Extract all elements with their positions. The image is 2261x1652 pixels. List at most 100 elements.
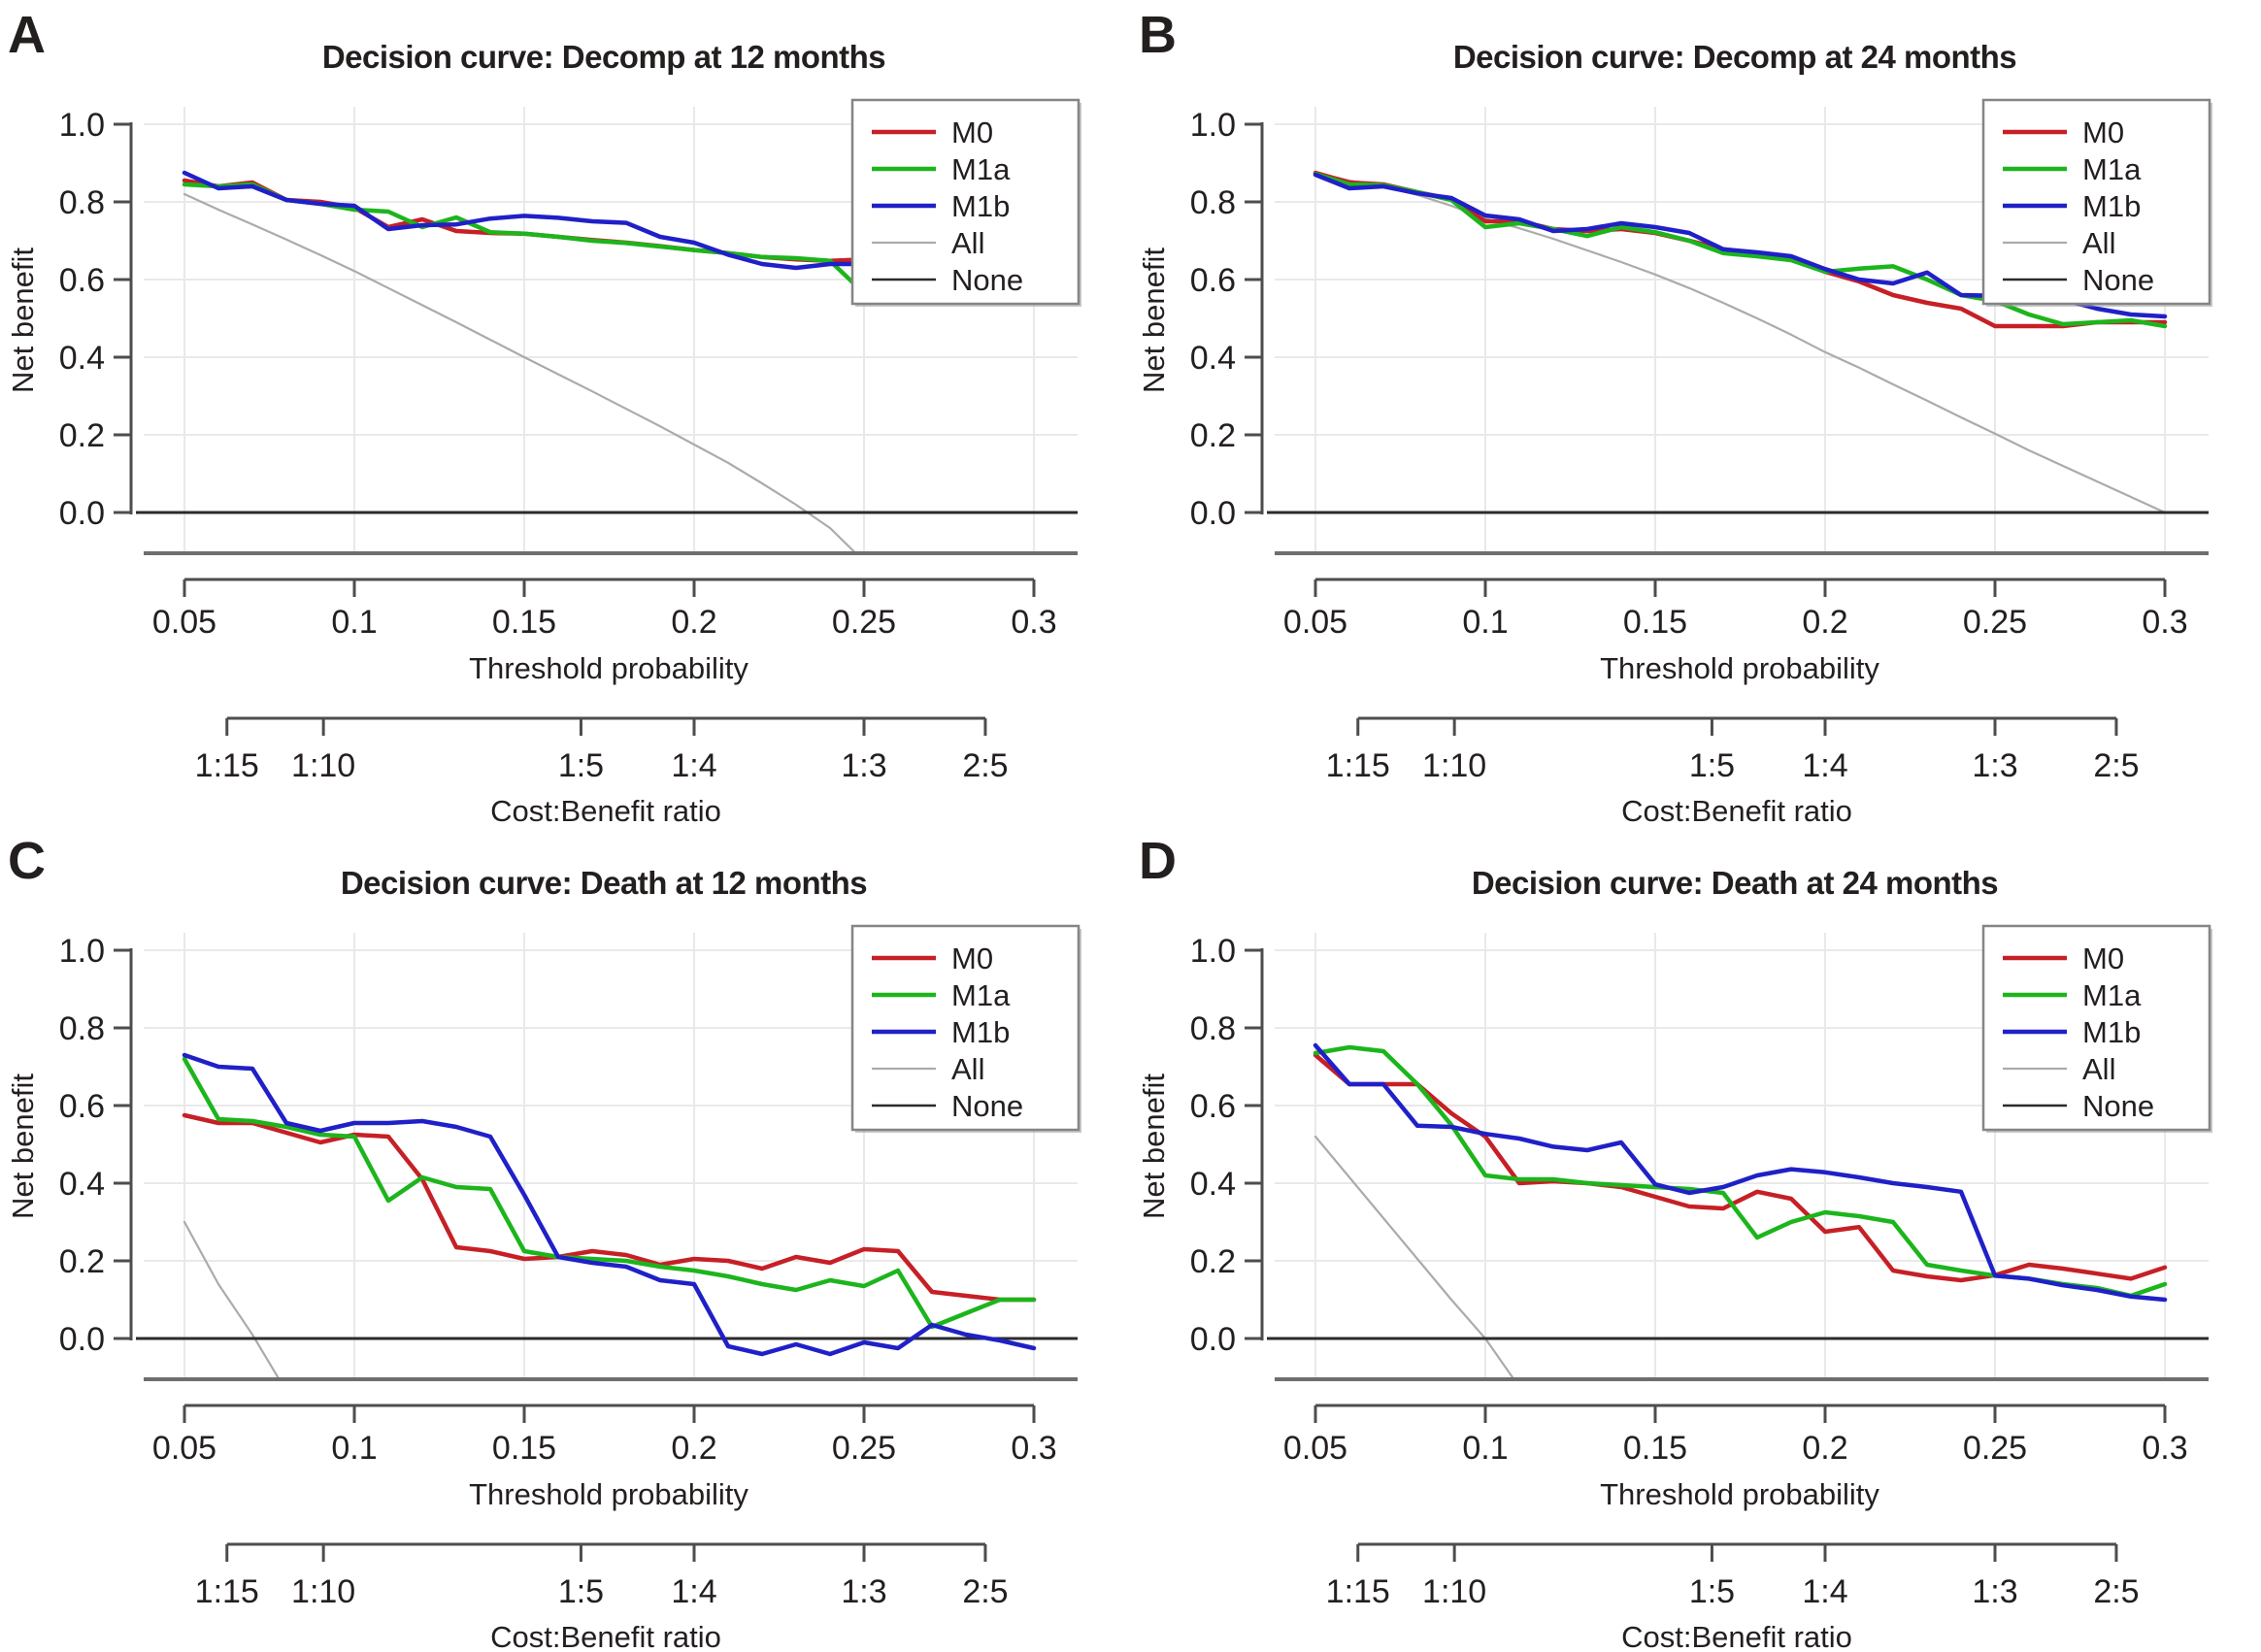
y-tick-label: 1.0: [1190, 933, 1236, 970]
panel-label: C: [8, 832, 46, 890]
x-tick-label: 0.1: [331, 604, 377, 641]
legend-label-m1b: M1b: [2082, 1015, 2141, 1049]
y-tick-label: 0.4: [1190, 340, 1236, 377]
cost-benefit-tick-label: 1:10: [1422, 1573, 1486, 1610]
panel-death-24-months: 1.0 0.8 0.6 0.4 0.2 0.0 Net benefit 0.05 0.1 0.15…: [1137, 832, 2212, 1652]
y-tick-label: 0.6: [1190, 262, 1236, 299]
cost-benefit-tick-label: 1:15: [1326, 747, 1390, 784]
cost-benefit-tick-label: 1:3: [841, 1573, 886, 1610]
x-tick-label: 0.25: [832, 1430, 896, 1467]
legend-label-all: All: [2082, 226, 2115, 260]
panel-title: Decision curve: Decomp at 12 months: [322, 39, 885, 75]
panel-label: B: [1139, 6, 1177, 64]
cost-benefit-tick-label: 1:5: [558, 1573, 604, 1610]
x-axis-title: Threshold probability: [1600, 1477, 1879, 1511]
x-tick-label: 0.05: [152, 1430, 216, 1467]
cost-benefit-axis-title: Cost:Benefit ratio: [1621, 794, 1852, 826]
y-tick-label: 0.8: [1190, 184, 1236, 221]
legend-label-none: None: [951, 1089, 1023, 1123]
y-tick-label: 0.4: [59, 1166, 105, 1203]
y-tick-label: 0.8: [59, 1010, 105, 1047]
curve-m1a: [182, 1056, 1037, 1330]
cost-benefit-tick-label: 1:4: [1802, 747, 1847, 784]
legend-label-m0: M0: [951, 942, 993, 975]
cost-benefit-tick-label: 1:4: [671, 747, 716, 784]
legend-label-all: All: [951, 226, 984, 260]
y-tick-label: 1.0: [1190, 107, 1236, 144]
x-tick-label: 0.2: [671, 1430, 716, 1467]
legend-label-m1a: M1a: [2082, 978, 2142, 1012]
cost-benefit-tick-label: 1:15: [1326, 1573, 1390, 1610]
cost-benefit-tick-label: 1:4: [1802, 1573, 1847, 1610]
y-tick-label: 0.2: [59, 1243, 105, 1280]
cost-benefit-tick-label: 2:5: [962, 1573, 1008, 1610]
y-axis-title: Net benefit: [1137, 248, 1171, 393]
x-tick-label: 0.2: [1802, 604, 1847, 641]
cost-benefit-axis-title: Cost:Benefit ratio: [490, 1620, 721, 1652]
y-tick-label: 0.0: [1190, 495, 1236, 532]
panel-title: Decision curve: Death at 24 months: [1472, 865, 1998, 901]
cost-benefit-tick-label: 2:5: [2093, 1573, 2139, 1610]
x-tick-label: 0.15: [1623, 1430, 1687, 1467]
cost-benefit-tick-label: 1:15: [195, 1573, 259, 1610]
legend-label-all: All: [951, 1052, 984, 1086]
x-tick-label: 0.3: [2142, 604, 2187, 641]
panel-decomp-24-months: 1.0 0.8 0.6 0.4 0.2 0.0 Net benefit 0.05 0.1 0.15…: [1137, 6, 2212, 826]
legend-label-m0: M0: [951, 116, 993, 149]
x-tick-label: 0.3: [1011, 1430, 1056, 1467]
x-axis-title: Threshold probability: [469, 1477, 748, 1511]
y-tick-label: 1.0: [59, 933, 105, 970]
curve-m1a: [1313, 171, 2168, 329]
cost-benefit-tick-label: 1:3: [841, 747, 886, 784]
y-tick-label: 0.2: [59, 417, 105, 454]
y-tick-label: 0.8: [59, 184, 105, 221]
legend-label-none: None: [2082, 1089, 2154, 1123]
x-tick-label: 0.15: [492, 604, 556, 641]
x-tick-label: 0.3: [2142, 1430, 2187, 1467]
x-tick-label: 0.25: [1963, 1430, 2027, 1467]
curve-m0: [182, 1112, 1037, 1303]
legend-label-m1b: M1b: [951, 189, 1010, 223]
cost-benefit-tick-label: 1:10: [1422, 747, 1486, 784]
y-tick-label: 0.4: [1190, 1166, 1236, 1203]
x-axis-title: Threshold probability: [1600, 651, 1879, 685]
x-tick-label: 0.25: [832, 604, 896, 641]
y-tick-label: 0.0: [59, 495, 105, 532]
cost-benefit-tick-label: 1:5: [1689, 747, 1735, 784]
panel-title: Decision curve: Decomp at 24 months: [1453, 39, 2016, 75]
cost-benefit-axis-title: Cost:Benefit ratio: [490, 794, 721, 826]
x-tick-label: 0.2: [1802, 1430, 1847, 1467]
cost-benefit-tick-label: 1:10: [291, 747, 355, 784]
curve-m1b: [182, 1052, 1037, 1357]
y-tick-label: 0.8: [1190, 1010, 1236, 1047]
y-tick-label: 0.4: [59, 340, 105, 377]
cost-benefit-tick-label: 2:5: [2093, 747, 2139, 784]
legend-label-m0: M0: [2082, 116, 2124, 149]
y-axis-title: Net benefit: [6, 1074, 40, 1219]
y-tick-label: 0.6: [59, 262, 105, 299]
legend-label-m1a: M1a: [2082, 152, 2142, 186]
x-tick-label: 0.1: [1462, 604, 1508, 641]
y-tick-label: 0.2: [1190, 1243, 1236, 1280]
y-axis-title: Net benefit: [1137, 1074, 1171, 1219]
cost-benefit-tick-label: 1:3: [1972, 747, 2017, 784]
panel-death-12-months: 1.0 0.8 0.6 0.4 0.2 0.0 Net benefit 0.05 0.1 0.15…: [6, 832, 1081, 1652]
x-tick-label: 0.3: [1011, 604, 1056, 641]
x-tick-label: 0.1: [1462, 1430, 1508, 1467]
all-curve: [183, 192, 855, 553]
x-tick-label: 0.15: [492, 1430, 556, 1467]
x-tick-label: 0.05: [1283, 1430, 1347, 1467]
cost-benefit-tick-label: 1:4: [671, 1573, 716, 1610]
legend-label-m1b: M1b: [2082, 189, 2141, 223]
x-tick-label: 0.05: [152, 604, 216, 641]
x-axis-title: Threshold probability: [469, 651, 748, 685]
cost-benefit-tick-label: 1:5: [558, 747, 604, 784]
cost-benefit-tick-label: 1:10: [291, 1573, 355, 1610]
cost-benefit-tick-label: 2:5: [962, 747, 1008, 784]
y-tick-label: 0.0: [59, 1321, 105, 1358]
cost-benefit-tick-label: 1:15: [195, 747, 259, 784]
x-tick-label: 0.1: [331, 1430, 377, 1467]
